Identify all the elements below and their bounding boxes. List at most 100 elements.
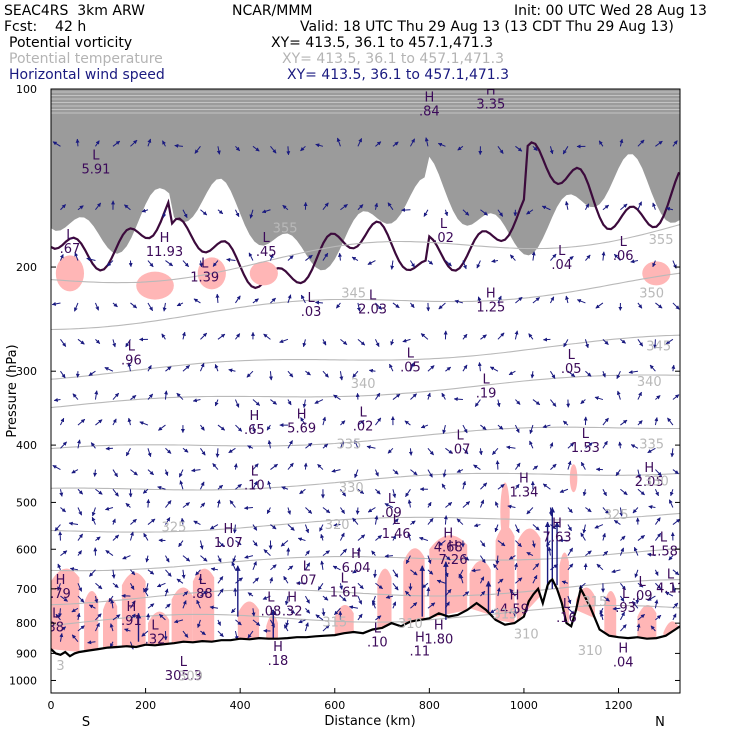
wind-vector [112, 302, 118, 308]
pv-extremum-kind: H [448, 539, 458, 554]
wind-vector [244, 554, 254, 559]
wind-vector [405, 555, 411, 564]
pv-extremum-kind: H [552, 517, 562, 532]
wind-vector [51, 301, 61, 306]
pv-extremum-value: 1.46 [382, 527, 411, 542]
theta-label: 315 [493, 607, 518, 622]
wind-vector [630, 259, 639, 264]
pv-extremum-value: 1.80 [424, 633, 453, 648]
wind-vector [91, 516, 96, 525]
wind-vector [270, 399, 277, 405]
wind-vector [532, 563, 540, 571]
wind-vectors [51, 137, 680, 650]
pv-extremum-value: .65 [244, 423, 265, 438]
pv-shade-column [604, 591, 617, 637]
wind-vector [387, 447, 394, 454]
wind-vector [217, 540, 225, 548]
wind-vector [532, 524, 540, 531]
wind-vector [471, 568, 481, 573]
terrain-surface [51, 577, 680, 658]
wind-vector [427, 392, 431, 400]
wind-vector [317, 463, 324, 470]
wind-vector [612, 606, 621, 611]
wind-vector [672, 140, 678, 147]
wind-vector [176, 392, 184, 400]
wind-vector [462, 424, 468, 434]
wind-vector [196, 599, 201, 609]
y-tick-label: 700 [16, 583, 37, 596]
pv-extremum-kind: L [482, 373, 490, 388]
wind-vector [480, 482, 488, 490]
wind-vector [147, 302, 154, 312]
wind-vector [95, 622, 100, 632]
pv-extremum-label: H7.26 [439, 539, 468, 568]
pv-extremum-kind: L [374, 622, 382, 637]
wind-vector [514, 424, 520, 434]
wind-vector [647, 552, 656, 557]
wind-vector [269, 253, 274, 261]
wind-vector [671, 364, 676, 372]
wind-vector [340, 204, 348, 211]
wind-vector [672, 394, 680, 400]
pv-extremum-value: .79 [50, 587, 71, 602]
wind-vector [77, 625, 85, 632]
wind-vector [443, 515, 448, 525]
wind-vector [217, 630, 224, 638]
wind-vector [371, 550, 376, 556]
wind-vector [637, 535, 645, 541]
wind-vector [77, 418, 86, 426]
pv-extremum-kind: L [407, 346, 415, 361]
pv-extremum-kind: L [199, 573, 207, 588]
pv-extremum-label: L38 [51, 606, 64, 635]
wind-vector [567, 507, 573, 514]
wind-vector [110, 599, 115, 609]
wind-vector [60, 595, 68, 602]
wind-vector [226, 257, 236, 262]
wind-vector [200, 630, 206, 636]
pv-extremum-value: 1.39 [190, 271, 219, 286]
wind-vector [480, 334, 487, 340]
wind-vector [305, 370, 311, 376]
wind-vector [357, 338, 366, 346]
wind-vector [182, 209, 188, 219]
wind-vector [95, 536, 101, 541]
wind-vector [491, 259, 499, 263]
wind-vector [495, 555, 500, 565]
wind-vector [77, 550, 83, 556]
pv-shade-column [637, 604, 657, 639]
wind-vector [392, 569, 399, 578]
wind-vector [392, 489, 397, 498]
wind-vector [567, 595, 572, 605]
wind-vector [340, 548, 347, 556]
wind-vector [375, 302, 382, 310]
wind-vector [105, 549, 114, 557]
wind-vector [112, 582, 119, 588]
wind-vector [602, 550, 609, 556]
pv-extremum-label: L5.91 [81, 149, 110, 178]
pv-extremum-label: L.02 [433, 217, 454, 246]
wind-vector [549, 146, 554, 155]
wind-vector [88, 604, 96, 609]
wind-vector [214, 364, 219, 372]
pv-extremum-value: 5.91 [81, 163, 110, 178]
wind-vector [357, 488, 365, 494]
wind-vector [270, 297, 276, 304]
wind-vector [620, 419, 628, 426]
pv-shade-blob [569, 464, 578, 493]
wind-vector [374, 469, 379, 477]
wind-vector [436, 579, 446, 584]
pv-extremum-value: .02 [353, 420, 374, 435]
wind-vector [200, 502, 206, 508]
wind-vector [322, 202, 329, 211]
wind-vector [95, 488, 103, 495]
wind-vector [280, 540, 289, 547]
wind-vector [494, 524, 499, 533]
wind-vector [633, 546, 639, 556]
wind-vector [261, 209, 271, 214]
pv-extremum-kind: L [639, 575, 647, 590]
wind-vector [598, 140, 604, 147]
wind-vector [287, 440, 293, 449]
wind-vector [112, 469, 119, 478]
wind-vector [427, 569, 434, 575]
wind-vector [217, 333, 226, 340]
